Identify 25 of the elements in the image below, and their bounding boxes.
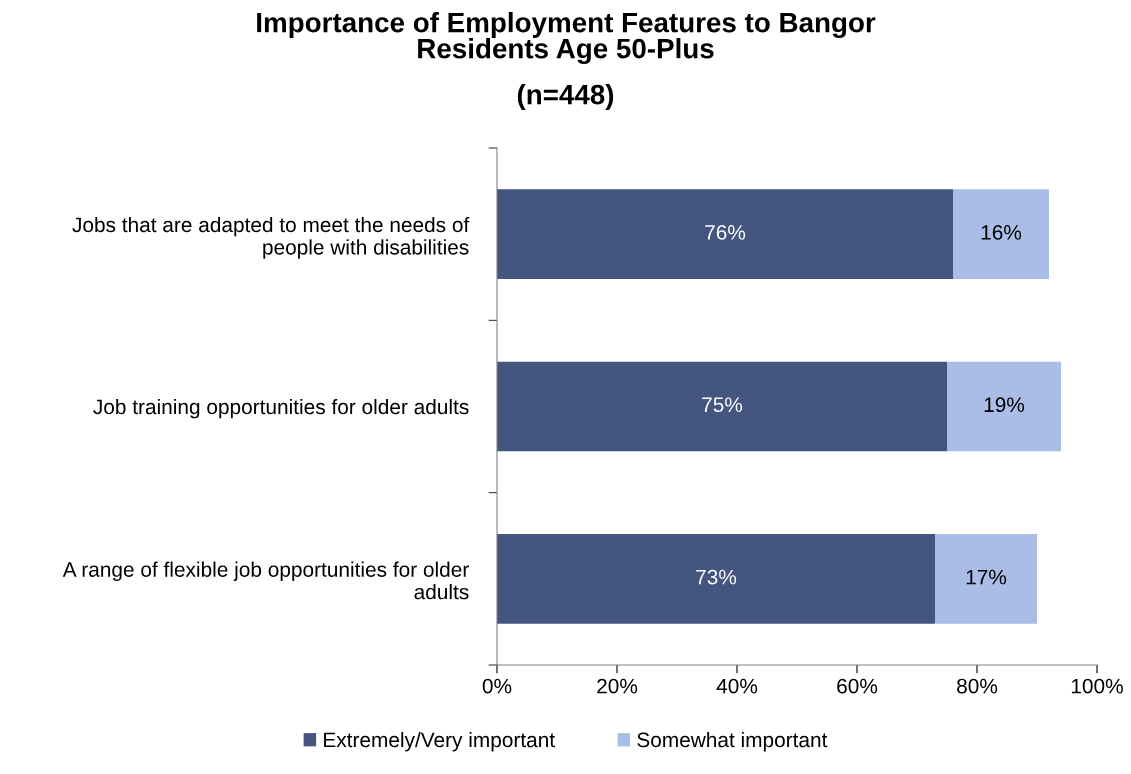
x-tick-label: 0% xyxy=(482,678,512,694)
bar xyxy=(947,361,1061,452)
bar xyxy=(953,189,1049,279)
bar xyxy=(497,189,953,279)
x-tick-label: 80% xyxy=(957,678,998,694)
x-tick-label: 20% xyxy=(597,678,638,694)
data-label: 75% xyxy=(702,397,743,413)
bar xyxy=(935,534,1037,624)
bar xyxy=(497,361,947,452)
y-tick-label: Job training opportunities for older adults xyxy=(93,398,469,419)
chart-title: Importance of Employment Features to Bangor Residents Age 50-Plus xyxy=(257,12,876,65)
data-label: 76% xyxy=(705,225,746,240)
legend-label: Extremely/Very important xyxy=(324,731,555,752)
x-tick-label: 40% xyxy=(716,678,758,694)
legend-label: Somewhat important xyxy=(637,731,828,752)
data-label: 73% xyxy=(696,569,737,585)
x-tick-label: 100% xyxy=(1071,678,1123,694)
chart-subtitle: (n=448) xyxy=(517,84,614,110)
y-tick-label: Jobs that are adapted to meet the needs of people with disabilities xyxy=(72,216,470,259)
x-tick-label: 60% xyxy=(837,678,878,694)
bar xyxy=(497,534,935,624)
y-tick-label: A range of flexible job opportunities for older adults xyxy=(62,561,469,600)
data-label: 19% xyxy=(984,397,1025,413)
data-label: 16% xyxy=(981,225,1022,240)
data-label: 17% xyxy=(966,569,1007,585)
